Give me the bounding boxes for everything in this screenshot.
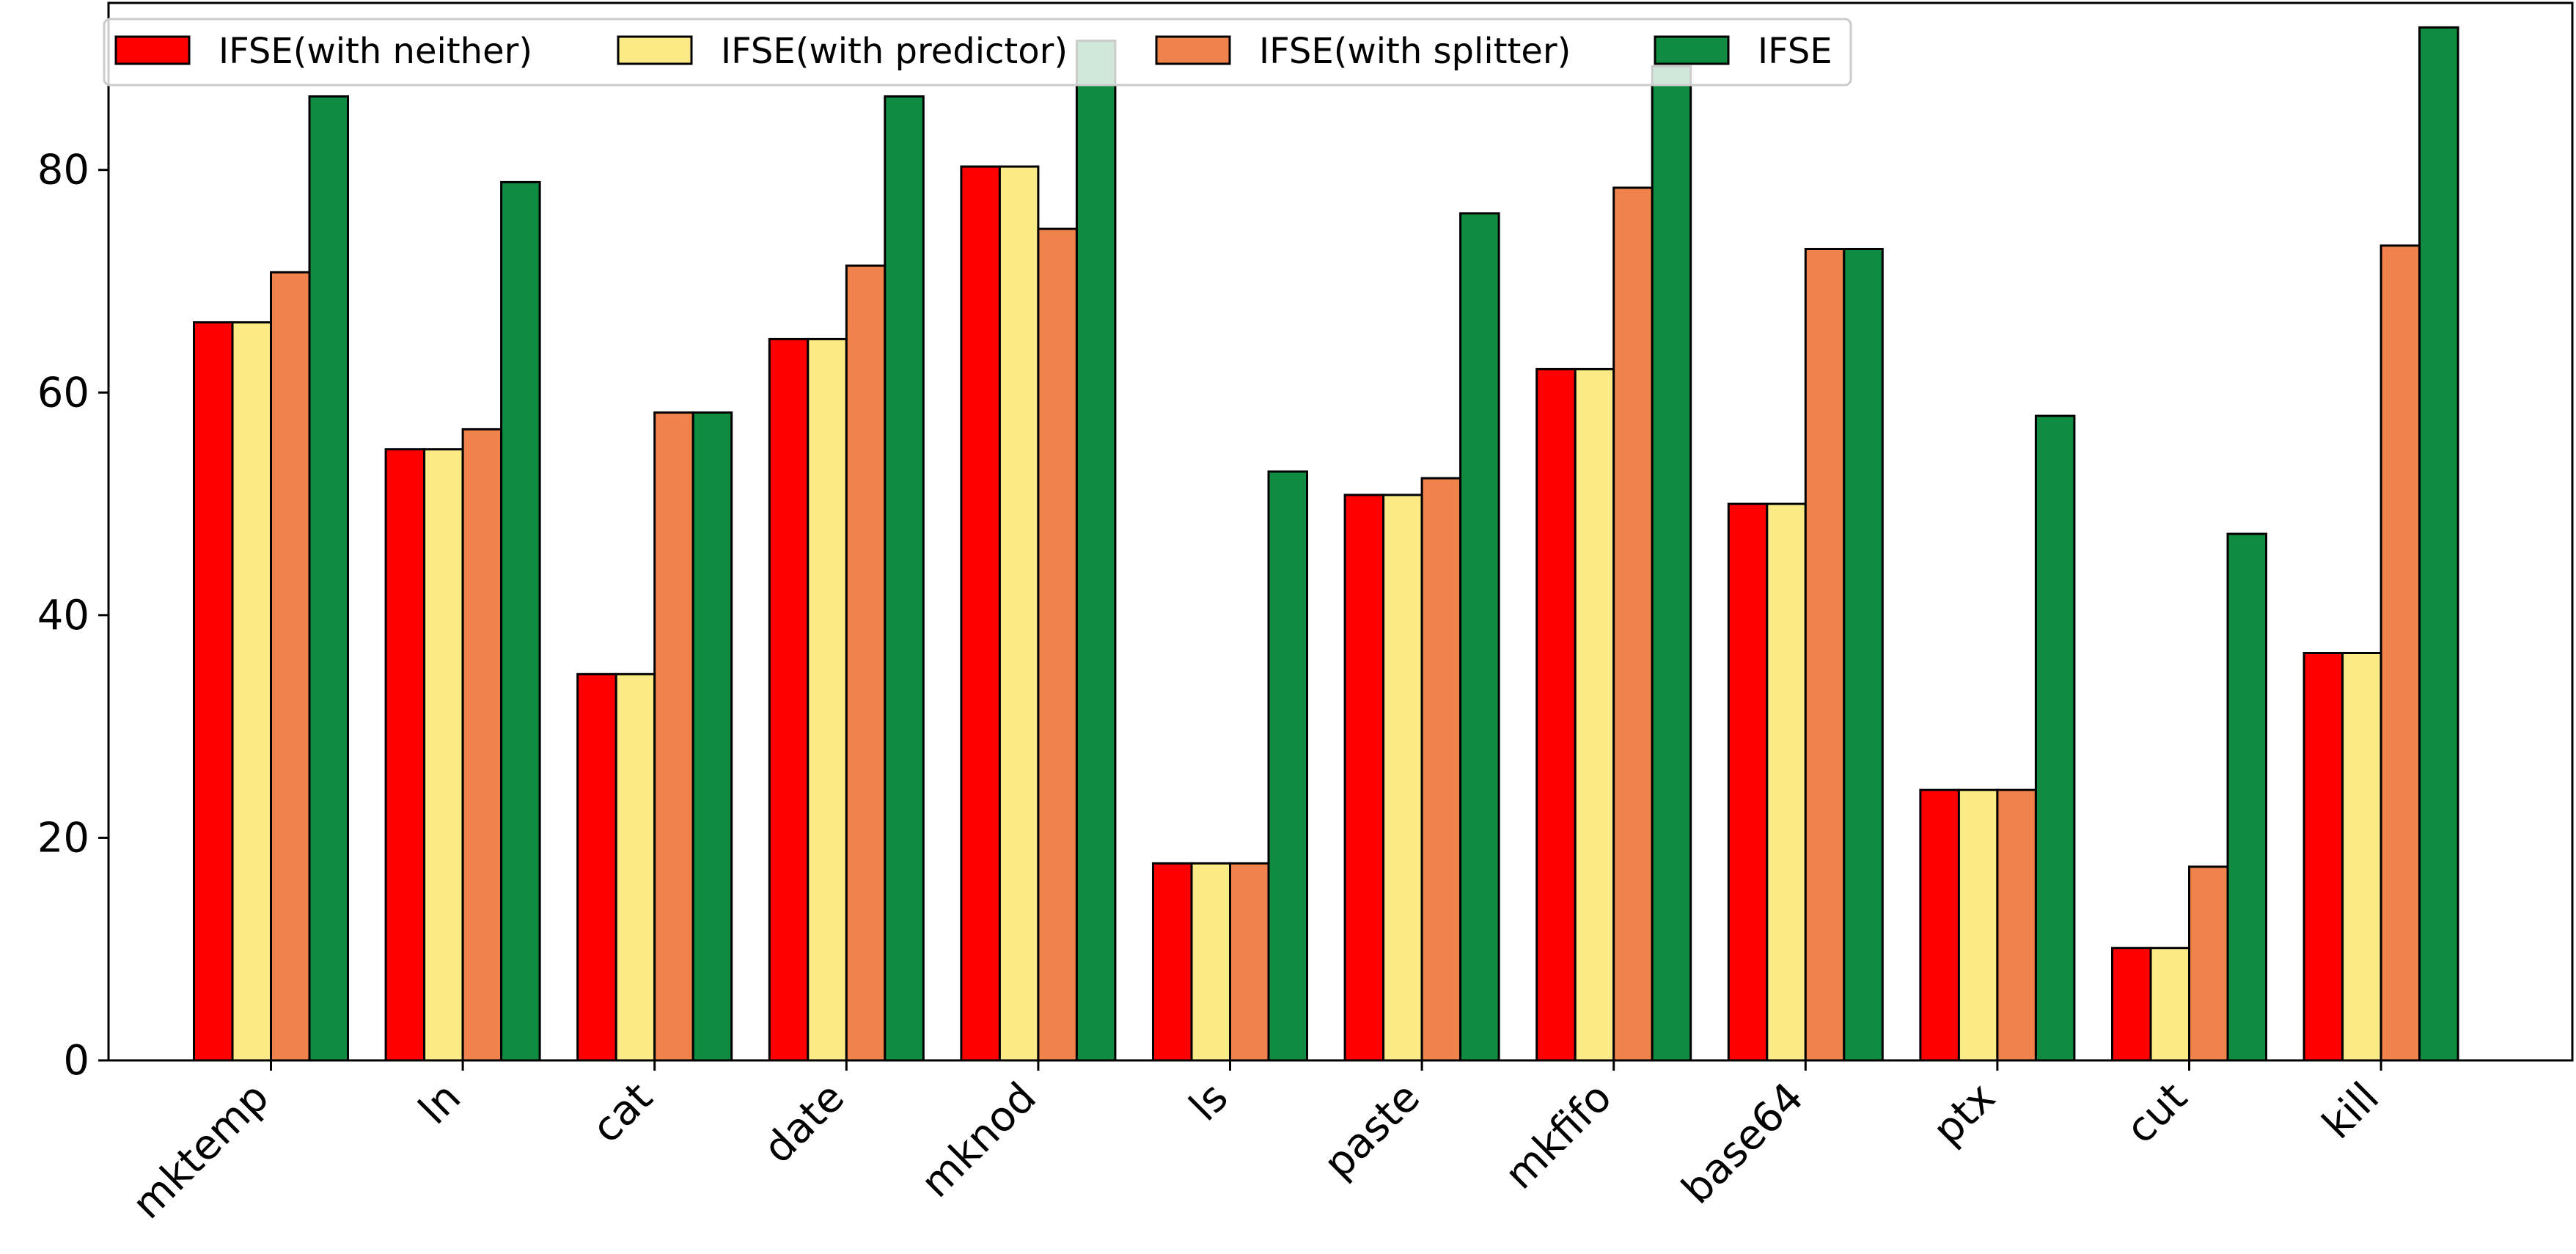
bar (1996, 788, 2037, 1062)
bar (193, 321, 234, 1062)
x-tick-label: mkfifo (1496, 1074, 1621, 1199)
x-tick-label: mktemp (123, 1074, 278, 1228)
bar (691, 411, 733, 1062)
legend-swatch (1155, 35, 1231, 65)
legend-label: IFSE(with splitter) (1259, 31, 1571, 72)
bar (231, 321, 272, 1062)
bar (2034, 414, 2076, 1062)
bar (2111, 947, 2152, 1062)
bar (270, 271, 311, 1062)
bar (2302, 652, 2344, 1062)
bar (653, 411, 694, 1062)
legend-swatch (617, 35, 693, 65)
bar (1420, 477, 1462, 1062)
bar (998, 165, 1040, 1062)
bar (1037, 227, 1078, 1062)
legend: IFSE(with neither) IFSE(with predictor) IF… (103, 18, 1852, 87)
bar (2149, 947, 2190, 1062)
bar (1152, 862, 1193, 1062)
bar (500, 180, 541, 1062)
bar (768, 337, 810, 1062)
y-tick-label: 60 (37, 369, 89, 417)
x-tick-label: ptx (1924, 1074, 2005, 1154)
x-tick-label: cat (583, 1074, 662, 1153)
x-tick-label: kill (2313, 1074, 2388, 1148)
bar (461, 428, 503, 1062)
legend-label: IFSE(with predictor) (721, 31, 1068, 72)
y-tick-label: 20 (37, 814, 89, 862)
bar (2418, 26, 2459, 1062)
legend-label: IFSE(with neither) (219, 31, 532, 72)
x-tick-label: cut (2117, 1074, 2196, 1153)
bar (960, 165, 1001, 1062)
x-tick-label: mknod (912, 1074, 1046, 1207)
bar (1651, 65, 1692, 1062)
y-tick-label: 80 (37, 147, 89, 194)
y-tick-label: 40 (37, 592, 89, 639)
bar (1075, 40, 1117, 1062)
bar (308, 95, 349, 1062)
bars-layer (193, 26, 2459, 1062)
x-tick-label: paste (1315, 1074, 1429, 1188)
bar (2188, 865, 2229, 1062)
bar (1382, 494, 1423, 1062)
x-tick-label: ln (410, 1074, 470, 1134)
bar (1766, 502, 1807, 1062)
bar (1190, 862, 1231, 1062)
bar (2226, 532, 2267, 1062)
bar (1919, 788, 1960, 1062)
legend-swatch (114, 35, 191, 65)
plot-frame (107, 1, 2574, 1062)
x-tick-label: base64 (1673, 1074, 1813, 1214)
bar (1229, 862, 1270, 1062)
bar (884, 95, 925, 1062)
bar (423, 448, 464, 1062)
legend-swatch (1654, 35, 1730, 65)
x-tick-label: ls (1181, 1074, 1238, 1131)
bar (1804, 248, 1846, 1062)
bar (576, 672, 617, 1062)
legend-label: IFSE (1758, 31, 1832, 72)
legend-box (103, 18, 1852, 87)
bar (1459, 212, 1500, 1062)
bar (2341, 652, 2382, 1062)
bar (1574, 367, 1615, 1062)
y-tick-label: 0 (63, 1037, 89, 1085)
bar (1957, 788, 1999, 1062)
x-tick-label: date (755, 1074, 854, 1173)
bar (845, 264, 887, 1062)
bar (1535, 367, 1577, 1062)
bar (1343, 494, 1385, 1062)
bar (1843, 248, 1884, 1062)
bar (2379, 244, 2421, 1062)
bar (1267, 470, 1308, 1062)
bar (384, 448, 426, 1062)
bar (807, 337, 848, 1062)
bar (1727, 502, 1769, 1062)
bar (1612, 186, 1654, 1062)
bar (614, 672, 656, 1062)
